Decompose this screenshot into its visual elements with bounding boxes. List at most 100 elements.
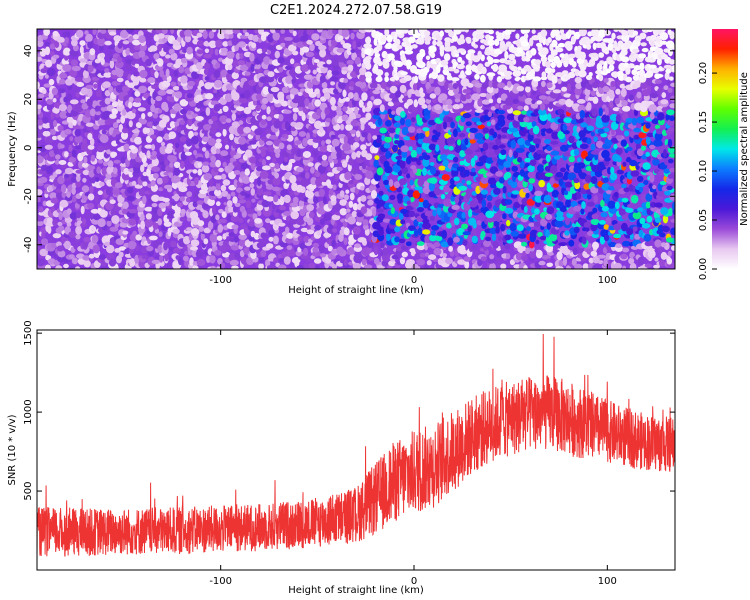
heatmap-cell bbox=[447, 237, 454, 246]
heatmap-cell bbox=[75, 29, 84, 38]
heatmap-cell bbox=[562, 130, 570, 135]
heatmap-cell bbox=[613, 183, 622, 190]
heatmap-cell bbox=[385, 150, 391, 159]
heatmap-cell bbox=[386, 34, 393, 43]
heatmap-cell bbox=[290, 210, 300, 220]
heatmap-cell bbox=[548, 101, 553, 110]
heatmap-cell bbox=[161, 80, 171, 88]
heatmap-cell bbox=[150, 155, 157, 160]
heatmap-cell bbox=[59, 110, 68, 119]
heatmap-cell bbox=[611, 49, 617, 53]
heatmap-cell bbox=[515, 252, 523, 261]
heatmap-cell bbox=[453, 236, 460, 243]
x-tick-label: -100 bbox=[209, 576, 232, 587]
heatmap-cell bbox=[666, 257, 673, 265]
heatmap-cell bbox=[443, 198, 452, 207]
heatmap-cell bbox=[243, 246, 250, 255]
heatmap-cell bbox=[261, 114, 267, 120]
heatmap-cell bbox=[669, 167, 675, 173]
heatmap-cell bbox=[409, 248, 416, 253]
heatmap-cell bbox=[670, 218, 675, 223]
heatmap-cell bbox=[410, 149, 417, 159]
heatmap-cell bbox=[109, 59, 115, 69]
heatmap-cell bbox=[430, 52, 436, 59]
heatmap-cell bbox=[132, 230, 138, 236]
heatmap-cell bbox=[122, 108, 127, 116]
heatmap-cell bbox=[231, 112, 236, 121]
heatmap-cell bbox=[332, 29, 337, 35]
heatmap-cell bbox=[536, 42, 542, 48]
heatmap-cell bbox=[138, 50, 146, 58]
heatmap-cell bbox=[417, 97, 426, 106]
heatmap-cell bbox=[229, 259, 239, 266]
heatmap-cell bbox=[602, 104, 607, 109]
heatmap-cell bbox=[232, 29, 241, 34]
heatmap-cell bbox=[277, 91, 285, 100]
heatmap-cell bbox=[537, 172, 547, 180]
heatmap-cell bbox=[347, 247, 356, 255]
heatmap-cell bbox=[224, 93, 233, 103]
heatmap-cell bbox=[348, 180, 355, 185]
heatmap-cell bbox=[563, 117, 573, 124]
heatmap-cell bbox=[581, 236, 587, 245]
heatmap-cell bbox=[286, 144, 292, 150]
heatmap-cell bbox=[485, 236, 492, 242]
heatmap-cell bbox=[504, 171, 512, 179]
heatmap-cell bbox=[406, 259, 415, 266]
heatmap-cell bbox=[528, 177, 536, 184]
heatmap-cell bbox=[373, 257, 380, 265]
heatmap-cell bbox=[492, 144, 499, 150]
heatmap-cell bbox=[538, 260, 546, 266]
heatmap-cell bbox=[138, 188, 146, 197]
heatmap-cell bbox=[75, 234, 81, 240]
heatmap-cell bbox=[600, 199, 605, 208]
heatmap-cell bbox=[192, 169, 198, 174]
heatmap-ylabel: Frequency (Hz) bbox=[7, 111, 18, 187]
heatmap-cell bbox=[240, 113, 248, 118]
heatmap-cell bbox=[373, 98, 382, 106]
heatmap-cell bbox=[63, 240, 71, 250]
heatmap-cell bbox=[573, 149, 580, 156]
heatmap-cell bbox=[632, 211, 642, 220]
heatmap-cell bbox=[557, 78, 562, 85]
heatmap-cell bbox=[91, 76, 100, 81]
heatmap-cell bbox=[202, 161, 210, 166]
heatmap-cell bbox=[46, 155, 56, 162]
heatmap-cell bbox=[471, 93, 481, 101]
heatmap-cell bbox=[646, 215, 653, 223]
heatmap-cell bbox=[80, 87, 89, 95]
heatmap-cell bbox=[462, 239, 468, 246]
heatmap-cell bbox=[233, 170, 241, 175]
heatmap-cell bbox=[294, 140, 302, 145]
heatmap-cell bbox=[258, 146, 268, 152]
heatmap-cell bbox=[135, 245, 140, 252]
heatmap-cell bbox=[586, 201, 595, 207]
heatmap-cell bbox=[584, 111, 592, 119]
heatmap-cell bbox=[94, 115, 100, 121]
heatmap-cell bbox=[251, 198, 256, 203]
heatmap-cell bbox=[660, 251, 668, 260]
heatmap-cell bbox=[268, 230, 275, 237]
heatmap-cell bbox=[222, 128, 227, 137]
heatmap-cell bbox=[349, 129, 357, 134]
heatmap-cell bbox=[118, 251, 124, 258]
heatmap-cell bbox=[328, 188, 334, 196]
heatmap-cell bbox=[111, 108, 119, 115]
heatmap-cell bbox=[668, 158, 674, 164]
heatmap-cell bbox=[511, 190, 520, 195]
heatmap-cell bbox=[82, 69, 89, 79]
heatmap-cell bbox=[347, 92, 354, 99]
heatmap-cell bbox=[288, 262, 296, 268]
heatmap-cell bbox=[537, 231, 543, 238]
heatmap-cell bbox=[46, 67, 56, 77]
heatmap-cell bbox=[402, 29, 409, 34]
heatmap-cell bbox=[262, 86, 270, 95]
heatmap-cell bbox=[142, 181, 148, 187]
heatmap-cell bbox=[319, 75, 326, 83]
heatmap-cell bbox=[142, 162, 148, 168]
heatmap-cell bbox=[188, 156, 194, 163]
heatmap-cell bbox=[382, 60, 390, 69]
heatmap-cell bbox=[540, 29, 548, 38]
heatmap-cell bbox=[46, 103, 53, 111]
heatmap-cell bbox=[345, 123, 353, 131]
